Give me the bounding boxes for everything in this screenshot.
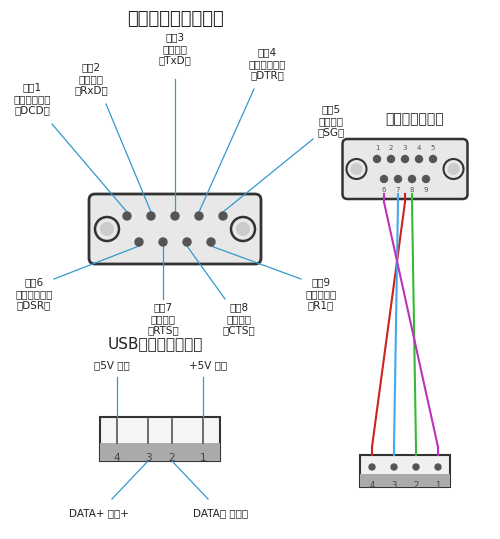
Circle shape [413, 464, 419, 470]
Text: 引脚4
数据终端准备
（DTR）: 引脚4 数据终端准备 （DTR） [248, 47, 286, 81]
Text: 引脚3
发送数据
（TxD）: 引脚3 发送数据 （TxD） [158, 32, 192, 66]
Circle shape [183, 238, 191, 246]
Text: 2: 2 [389, 145, 393, 151]
Text: DATA+ 数据+: DATA+ 数据+ [69, 508, 129, 518]
Bar [360, 474, 450, 487]
Circle shape [195, 212, 203, 220]
Circle shape [380, 176, 388, 183]
Circle shape [135, 238, 143, 246]
Circle shape [394, 176, 402, 183]
Text: 引脚6
数据装备准备
（DSR）: 引脚6 数据装备准备 （DSR） [15, 278, 53, 310]
Circle shape [402, 155, 408, 162]
Text: 1: 1 [436, 481, 440, 490]
Circle shape [219, 212, 227, 220]
Text: 引脚2
接收数据
（RxD）: 引脚2 接收数据 （RxD） [74, 63, 108, 95]
Circle shape [159, 238, 167, 246]
Text: 5: 5 [431, 145, 435, 151]
FancyBboxPatch shape [342, 139, 468, 199]
Text: 2: 2 [414, 481, 418, 490]
Text: DATA－ 数据－: DATA－ 数据－ [194, 508, 248, 518]
Circle shape [448, 163, 460, 175]
Circle shape [391, 464, 397, 470]
Text: －5V 电压: －5V 电压 [94, 360, 130, 370]
Text: 3: 3 [144, 453, 152, 463]
Text: USB接口横切解析图: USB接口横切解析图 [108, 336, 202, 351]
Text: 2: 2 [168, 453, 175, 463]
Text: 3: 3 [392, 481, 396, 490]
Text: 4: 4 [114, 453, 120, 463]
FancyBboxPatch shape [89, 194, 261, 264]
Circle shape [100, 222, 114, 236]
Text: 引脚1
数据载体探测
（DCD）: 引脚1 数据载体探测 （DCD） [13, 82, 51, 115]
Circle shape [416, 155, 422, 162]
Text: 7: 7 [396, 187, 400, 193]
Circle shape [123, 212, 131, 220]
Bar [360, 455, 450, 487]
Text: 引脚7
请求发送
（RTS）: 引脚7 请求发送 （RTS） [147, 302, 179, 336]
Text: 1: 1 [375, 145, 380, 151]
Circle shape [422, 176, 430, 183]
Text: 4: 4 [370, 481, 374, 490]
Bar [100, 443, 220, 461]
Text: 6: 6 [382, 187, 386, 193]
Text: 引脚5
信号地线
（SG）: 引脚5 信号地线 （SG） [318, 105, 344, 137]
Text: 3: 3 [403, 145, 407, 151]
Circle shape [408, 176, 416, 183]
Circle shape [388, 155, 394, 162]
Circle shape [207, 238, 215, 246]
Circle shape [147, 212, 155, 220]
Text: 引脚9
振铃指示灯
（R1）: 引脚9 振铃指示灯 （R1） [306, 278, 336, 310]
Bar [100, 417, 220, 461]
Circle shape [435, 464, 441, 470]
Text: 引脚8
清除发送
（CTS）: 引脚8 清除发送 （CTS） [222, 302, 256, 336]
Text: 8: 8 [410, 187, 414, 193]
Text: 串口接口横切解析图: 串口接口横切解析图 [126, 10, 224, 28]
Text: +5V 电压: +5V 电压 [189, 360, 227, 370]
Circle shape [374, 155, 380, 162]
Text: 4: 4 [417, 145, 421, 151]
Circle shape [350, 163, 362, 175]
Circle shape [369, 464, 375, 470]
Text: 9: 9 [424, 187, 428, 193]
Circle shape [236, 222, 250, 236]
Text: 内部连接示意图: 内部连接示意图 [386, 112, 444, 126]
Circle shape [430, 155, 436, 162]
Circle shape [171, 212, 179, 220]
Text: 1: 1 [200, 453, 206, 463]
